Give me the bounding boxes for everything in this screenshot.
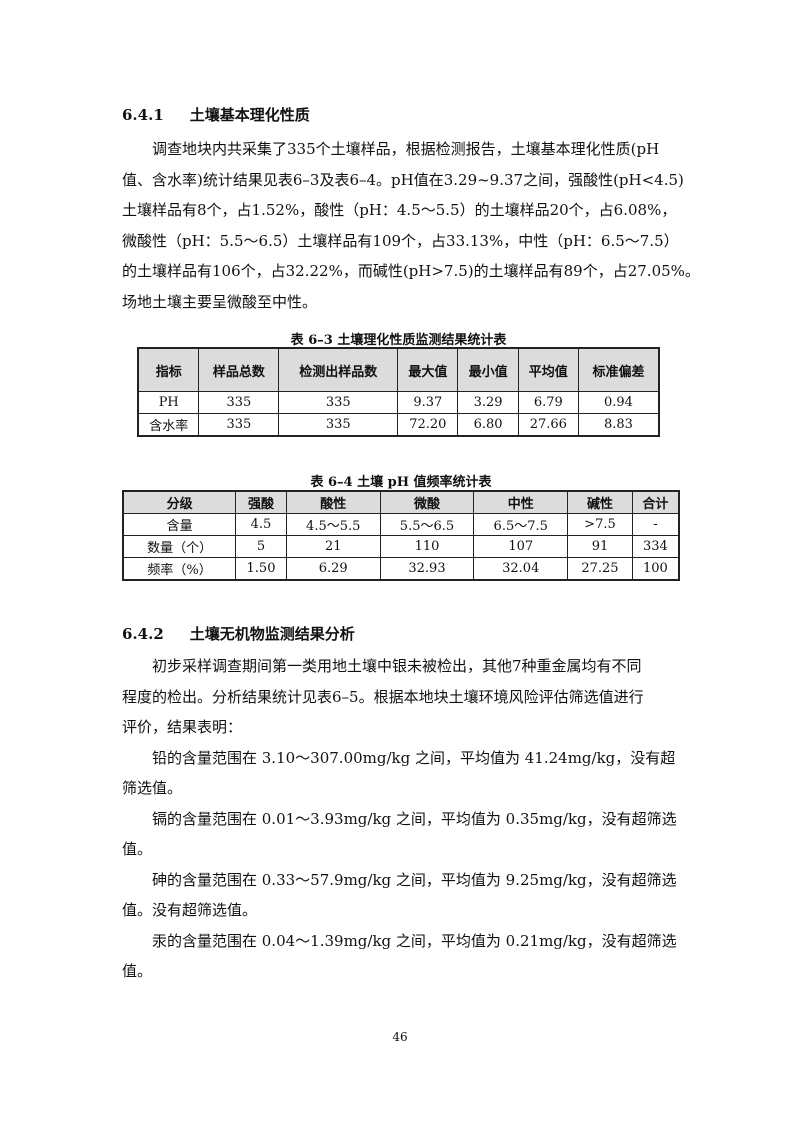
- table-cell: 72.20: [397, 413, 459, 437]
- column-header: 分级: [122, 490, 237, 514]
- text-line: 的土壤样品有106个，占32.22%，而碱性(pH>7.5)的土壤样品有89个，…: [122, 262, 700, 280]
- column-header: 强酸: [235, 490, 287, 514]
- table-cell: 6.80: [457, 413, 519, 437]
- table-cell: 0.94: [577, 391, 660, 414]
- table-cell: 335: [198, 413, 280, 437]
- table-row: 含水率 335 335 72.20 6.80 27.66 8.83: [137, 413, 660, 437]
- table-row: PH 335 335 9.37 3.29 6.79 0.94: [137, 391, 660, 414]
- section-number: 6.4.1: [122, 106, 164, 124]
- table-cell: 频率（%）: [122, 557, 237, 581]
- table-cell: 4.5: [235, 513, 287, 536]
- section-title: 土壤基本理化性质: [189, 106, 310, 124]
- table-cell: 335: [278, 391, 399, 414]
- text-line: 筛选值。: [122, 779, 183, 797]
- table-row: 数量（个） 5 21 110 107 91 334: [122, 535, 680, 558]
- text-line: 镉的含量范围在 0.01～3.93mg/kg 之间，平均值为 0.35mg/kg…: [152, 809, 677, 828]
- column-header: 平均值: [517, 347, 579, 392]
- column-header: 最小值: [457, 347, 519, 392]
- text-line: 值。: [122, 962, 153, 980]
- text-line: 铅的含量范围在 3.10～307.00mg/kg 之间，平均值为 41.24mg…: [152, 748, 676, 767]
- table-cell: 5.5～6.5: [379, 513, 475, 536]
- table-cell: 334: [631, 535, 680, 558]
- table-cell: 5: [235, 535, 287, 558]
- table-row: 频率（%） 1.50 6.29 32.93 32.04 27.25 100: [122, 557, 680, 581]
- column-header: 合计: [631, 490, 680, 514]
- table-cell: -: [631, 513, 680, 536]
- column-header: 中性: [473, 490, 569, 514]
- table-row: 含量 4.5 4.5～5.5 5.5～6.5 6.5～7.5 >7.5-: [122, 513, 680, 536]
- table-6-3-caption: 表 6–3 土壤理化性质监测结果统计表: [290, 333, 507, 348]
- table-cell: 含水率: [137, 413, 200, 437]
- paragraph-ph: 调查地块内共采集了335个土壤样品，根据检测报告，土壤基本理化性质(pH 值、含水…: [122, 134, 700, 317]
- column-header: 酸性: [285, 490, 381, 514]
- header-row: 分级 强酸 酸性 微酸 中性 碱性 合计: [122, 490, 680, 514]
- text-line: 值。: [122, 840, 153, 858]
- column-header: 最大值: [397, 347, 459, 392]
- table-cell: 91: [567, 535, 633, 558]
- text-line: 值。没有超筛选值。: [122, 901, 258, 919]
- table-cell: 4.5～5.5: [285, 513, 381, 536]
- header-row: 指标 样品总数 检测出样品数 最大值 最小值 平均值 标准偏差: [137, 347, 660, 392]
- table-cell: 335: [198, 391, 280, 414]
- text-line: 程度的检出。分析结果统计见表6–5。根据本地块土壤环境风险评估筛选值进行: [122, 687, 644, 706]
- section-number: 6.4.2: [122, 625, 164, 643]
- table-6-4: 分级 强酸 酸性 微酸 中性 碱性 合计 含量 4.5 4.5～5.5 5.5～6.5 6.5～7.5…: [122, 490, 680, 581]
- text-line: 评价，结果表明：: [122, 718, 243, 736]
- text-line: 汞的含量范围在 0.04～1.39mg/kg 之间，平均值为 0.21mg/kg…: [152, 931, 677, 950]
- table-cell: 335: [278, 413, 399, 437]
- section-title: 土壤无机物监测结果分析: [189, 625, 355, 643]
- table-cell: 6.79: [517, 391, 579, 414]
- table-6-4-caption: 表 6–4 土壤 pH 值频率统计表: [310, 475, 492, 490]
- table-cell: 9.37: [397, 391, 459, 414]
- column-header: 微酸: [379, 490, 475, 514]
- column-header: 检测出样品数: [278, 347, 399, 392]
- table-cell: 6.5～7.5: [473, 513, 569, 536]
- text-line: 砷的含量范围在 0.33～57.9mg/kg 之间，平均值为 9.25mg/kg…: [152, 870, 677, 889]
- table-cell: 数量（个）: [122, 535, 237, 558]
- page-number: 46: [392, 1030, 408, 1044]
- table-cell: 27.25: [567, 557, 633, 581]
- table-cell: >7.5: [567, 513, 633, 536]
- column-header: 样品总数: [198, 347, 280, 392]
- table-cell: 含量: [122, 513, 237, 536]
- text-line: 土壤样品有8个，占1.52%，酸性（pH：4.5～5.5）的土壤样品20个，占6…: [122, 201, 677, 219]
- table-cell: 100: [631, 557, 680, 581]
- inorganic-paragraphs: 初步采样调查期间第一类用地土壤中银未被检出，其他7种重金属均有不同程度的检出。分…: [122, 651, 682, 987]
- text-line: 值、含水率)统计结果见表6–3及表6–4。pH值在3.29~9.37之间，强酸性…: [122, 170, 684, 189]
- section-heading-642: 6.4.2 土壤无机物监测结果分析: [122, 623, 355, 644]
- text-line: 初步采样调查期间第一类用地土壤中银未被检出，其他7种重金属均有不同: [152, 657, 642, 675]
- table-cell: PH: [137, 391, 200, 414]
- text-line: 调查地块内共采集了335个土壤样品，根据检测报告，土壤基本理化性质(pH: [152, 140, 660, 158]
- table-cell: 32.93: [379, 557, 475, 581]
- table-cell: 21: [285, 535, 381, 558]
- text-line: 微酸性（pH：5.5～6.5）土壤样品有109个，占33.13%，中性（pH：6…: [122, 231, 679, 250]
- text-line: 场地土壤主要呈微酸至中性。: [122, 292, 318, 311]
- table-cell: 107: [473, 535, 569, 558]
- table-cell: 27.66: [517, 413, 579, 437]
- column-header: 碱性: [567, 490, 633, 514]
- table-cell: 6.29: [285, 557, 381, 581]
- table-6-3: 指标 样品总数 检测出样品数 最大值 最小值 平均值 标准偏差 PH 335 335 9.37 3.2…: [137, 347, 660, 437]
- column-header: 标准偏差: [577, 347, 660, 392]
- table-cell: 8.83: [577, 413, 660, 437]
- table-cell: 1.50: [235, 557, 287, 581]
- column-header: 指标: [137, 347, 200, 392]
- section-heading-641: 6.4.1 土壤基本理化性质: [122, 104, 310, 125]
- table-cell: 3.29: [457, 391, 519, 414]
- table-cell: 32.04: [473, 557, 569, 581]
- table-cell: 110: [379, 535, 475, 558]
